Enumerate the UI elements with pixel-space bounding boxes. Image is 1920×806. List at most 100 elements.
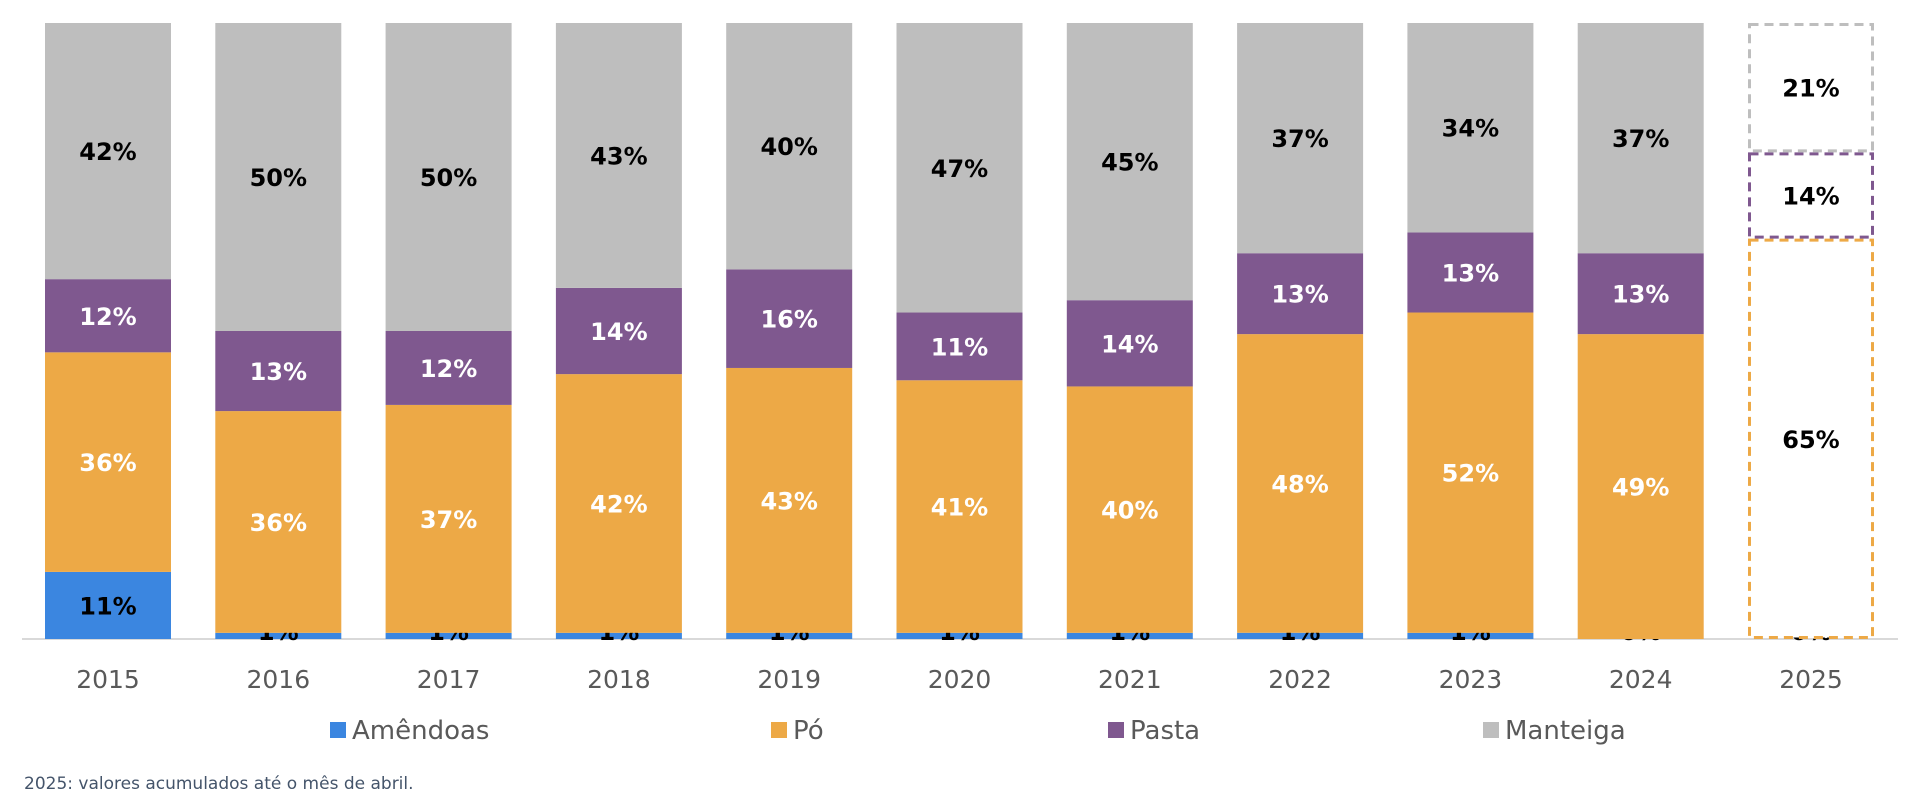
bar-manteiga-2021 [1066, 23, 1193, 301]
data-label-manteiga-2021: 45% [1101, 149, 1158, 177]
x-tick-2022: 2022 [1268, 665, 1332, 694]
bar-po-2019 [726, 367, 853, 633]
data-label-pasta-2023: 13% [1442, 259, 1499, 287]
data-label-po-2019: 43% [760, 487, 817, 515]
bar-po-2017 [385, 404, 512, 633]
x-tick-2025: 2025 [1779, 665, 1843, 694]
bar-pasta-2020 [896, 312, 1023, 381]
data-label-manteiga-2015: 42% [79, 138, 136, 166]
legend-swatch-manteiga [1483, 722, 1499, 738]
data-label-po-2021: 40% [1101, 497, 1158, 525]
bar-po-2025 [1748, 238, 1874, 639]
data-label-manteiga-2018: 43% [590, 142, 647, 170]
data-label-manteiga-2017: 50% [420, 164, 477, 192]
footnote: 2025: valores acumulados até o mês de ab… [24, 774, 414, 794]
data-label-manteiga-2016: 50% [250, 164, 307, 192]
bar-amendoas-2017 [385, 632, 512, 639]
legend-label-manteiga: Manteiga [1505, 716, 1626, 746]
bar-pasta-2016 [215, 331, 342, 412]
data-label-manteiga-2022: 37% [1271, 125, 1328, 153]
bar-po-2023 [1407, 312, 1534, 633]
bar-pasta-2022 [1237, 253, 1364, 335]
x-tick-2016: 2016 [246, 665, 310, 694]
bar-amendoas-2015 [45, 571, 171, 639]
bar-manteiga-2016 [215, 23, 342, 331]
data-label-manteiga-2020: 47% [931, 155, 988, 183]
x-tick-2024: 2024 [1609, 665, 1673, 694]
legend-item-manteiga: Manteiga [1483, 716, 1626, 746]
x-tick-2020: 2020 [928, 665, 992, 694]
data-label-po-2020: 41% [931, 494, 988, 522]
bar-amendoas-2019 [726, 632, 853, 639]
data-label-po-2025: 65% [1782, 426, 1839, 454]
data-label-pasta-2022: 13% [1271, 281, 1328, 309]
x-tick-2019: 2019 [757, 665, 821, 694]
data-label-manteiga-2023: 34% [1442, 115, 1499, 143]
data-label-pasta-2020: 11% [931, 333, 988, 361]
data-label-pasta-2017: 12% [420, 355, 477, 383]
bar-amendoas-2022 [1237, 632, 1364, 639]
data-label-po-2023: 52% [1442, 460, 1499, 488]
legend-item-po: Pó [771, 716, 824, 746]
bar-manteiga-2015 [45, 23, 171, 280]
data-label-manteiga-2019: 40% [760, 133, 817, 161]
bar-amendoas-2018 [555, 632, 682, 639]
data-label-pasta-2018: 14% [590, 318, 647, 346]
data-label-pasta-2025: 14% [1782, 182, 1839, 210]
bar-po-2020 [896, 380, 1023, 633]
bar-manteiga-2024 [1577, 23, 1704, 254]
data-label-pasta-2019: 16% [760, 306, 817, 334]
bar-po-2018 [555, 374, 682, 633]
legend-swatch-amendoas [330, 722, 346, 738]
legend-item-pasta: Pasta [1108, 716, 1200, 746]
bar-pasta-2023 [1407, 232, 1534, 313]
data-label-po-2022: 48% [1271, 470, 1328, 498]
x-tick-2023: 2023 [1439, 665, 1503, 694]
bar-manteiga-2018 [555, 23, 682, 288]
legend-swatch-pasta [1108, 722, 1124, 738]
bar-pasta-2024 [1577, 253, 1704, 335]
data-label-amendoas-2015: 11% [79, 592, 136, 620]
legend-item-amendoas: Amêndoas [330, 716, 489, 746]
bar-pasta-2017 [385, 331, 512, 405]
data-label-pasta-2015: 12% [79, 303, 136, 331]
bar-amendoas-2020 [896, 632, 1023, 639]
data-label-pasta-2024: 13% [1612, 281, 1669, 309]
x-tick-2017: 2017 [417, 665, 481, 694]
bar-manteiga-2020 [896, 23, 1023, 313]
data-label-manteiga-2025: 21% [1782, 75, 1839, 103]
bar-pasta-2019 [726, 269, 853, 368]
bar-manteiga-2019 [726, 23, 853, 270]
x-tick-2021: 2021 [1098, 665, 1162, 694]
data-label-po-2024: 49% [1612, 474, 1669, 502]
bar-pasta-2021 [1066, 300, 1193, 387]
legend-label-po: Pó [793, 716, 824, 746]
x-tick-2015: 2015 [76, 665, 140, 694]
bar-po-2022 [1237, 334, 1364, 633]
x-tick-2018: 2018 [587, 665, 651, 694]
bar-po-2016 [215, 411, 342, 633]
bar-po-2024 [1577, 334, 1704, 639]
legend-label-pasta: Pasta [1130, 716, 1200, 746]
bar-manteiga-2025 [1748, 23, 1874, 153]
bar-manteiga-2017 [385, 23, 512, 331]
bar-amendoas-2016 [215, 632, 342, 639]
bar-pasta-2015 [45, 279, 171, 353]
bar-amendoas-2021 [1066, 632, 1193, 639]
bar-manteiga-2022 [1237, 23, 1364, 254]
legend-label-amendoas: Amêndoas [352, 716, 489, 746]
bar-po-2021 [1066, 386, 1193, 633]
bar-po-2015 [45, 352, 171, 572]
bar-pasta-2018 [555, 287, 682, 375]
data-label-manteiga-2024: 37% [1612, 125, 1669, 153]
bar-amendoas-2023 [1407, 632, 1534, 639]
data-label-po-2015: 36% [79, 449, 136, 477]
data-label-po-2017: 37% [420, 506, 477, 534]
data-label-po-2018: 42% [590, 490, 647, 518]
bar-pasta-2025 [1748, 152, 1874, 239]
legend-swatch-po [771, 722, 787, 738]
data-label-pasta-2021: 14% [1101, 330, 1158, 358]
data-label-pasta-2016: 13% [250, 358, 307, 386]
bar-manteiga-2023 [1407, 23, 1534, 233]
